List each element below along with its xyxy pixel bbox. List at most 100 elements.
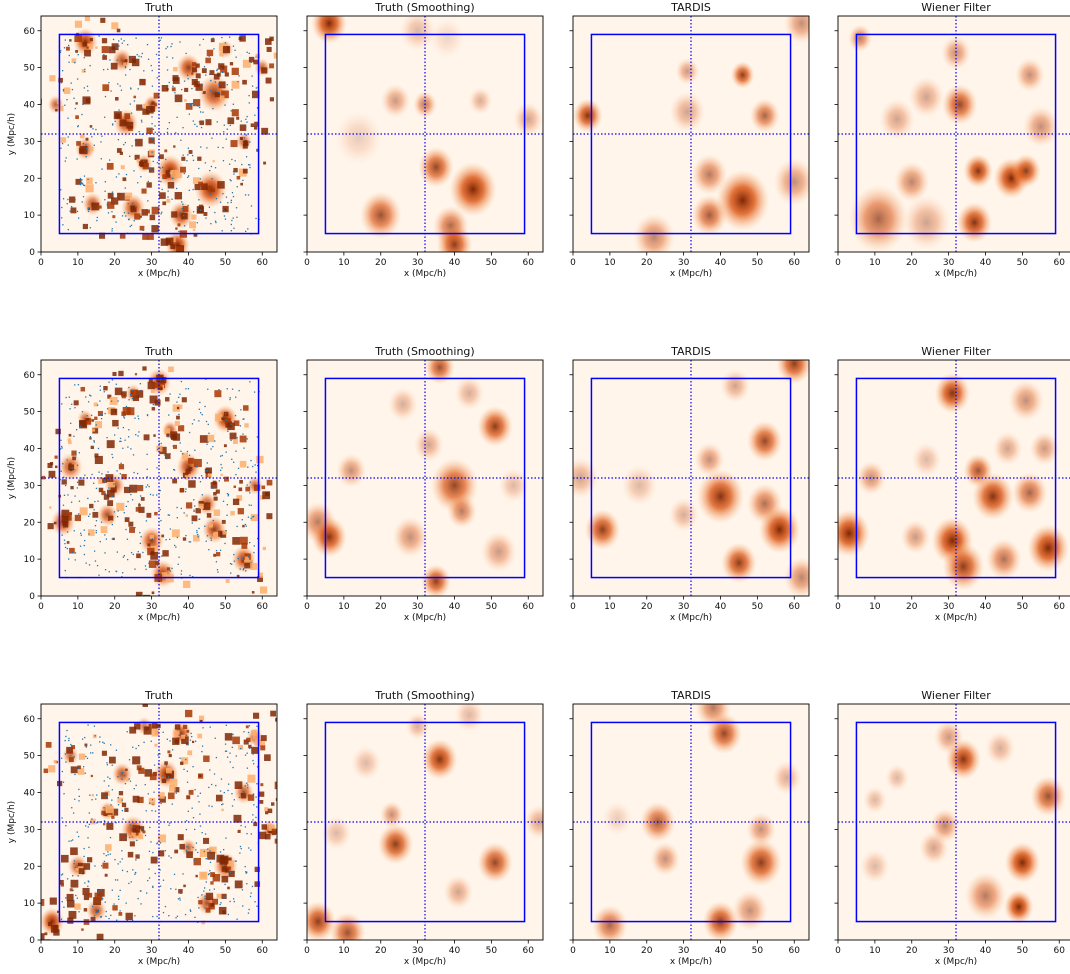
galaxy-point	[88, 211, 89, 212]
galaxy-point	[249, 141, 250, 142]
galaxy-point	[220, 851, 221, 852]
galaxy-point	[242, 519, 243, 520]
galaxy-point	[141, 121, 142, 122]
galaxy-point	[142, 552, 143, 553]
galaxy-point	[135, 434, 136, 435]
galaxy-point	[219, 904, 220, 905]
galaxy-point	[126, 903, 127, 904]
galaxy-point	[72, 467, 73, 468]
density-cell	[86, 47, 88, 49]
density-cell	[242, 80, 247, 85]
galaxy-point	[150, 129, 151, 130]
galaxy-point	[78, 875, 79, 876]
galaxy-point	[108, 505, 109, 506]
galaxy-point	[112, 379, 113, 380]
density-cell	[94, 403, 98, 407]
x-axis-label: x (Mpc/h)	[670, 957, 712, 967]
galaxy-point	[160, 181, 161, 182]
galaxy-point	[204, 887, 205, 888]
galaxy-point	[172, 57, 173, 58]
density-cell	[221, 417, 224, 420]
galaxy-point	[235, 415, 236, 416]
galaxy-point	[173, 445, 174, 446]
galaxy-point	[91, 474, 92, 475]
galaxy-point	[161, 775, 162, 776]
galaxy-point	[120, 890, 121, 891]
y-tick-label: 60	[24, 715, 36, 725]
galaxy-point	[179, 41, 180, 42]
density-cell	[209, 524, 213, 528]
galaxy-point	[220, 464, 221, 465]
density-cell	[94, 417, 97, 420]
galaxy-point	[160, 509, 161, 510]
galaxy-point	[215, 738, 216, 739]
galaxy-point	[179, 899, 180, 900]
galaxy-point	[178, 557, 179, 558]
galaxy-point	[222, 193, 223, 194]
density-cell	[125, 769, 127, 771]
galaxy-point	[107, 471, 108, 472]
galaxy-point	[229, 119, 230, 120]
galaxy-point	[145, 569, 146, 570]
galaxy-point	[183, 769, 184, 770]
galaxy-point	[83, 143, 84, 144]
galaxy-point	[117, 879, 118, 880]
galaxy-point	[80, 533, 81, 534]
galaxy-point	[74, 756, 75, 757]
galaxy-point	[135, 206, 136, 207]
galaxy-point	[194, 419, 195, 420]
galaxy-point	[185, 491, 186, 492]
galaxy-point	[229, 399, 230, 400]
galaxy-point	[246, 872, 247, 873]
galaxy-point	[112, 890, 113, 891]
galaxy-point	[170, 528, 171, 529]
x-tick-label: 50	[220, 602, 232, 612]
galaxy-point	[217, 69, 218, 70]
galaxy-point	[185, 914, 186, 915]
galaxy-point	[61, 874, 62, 875]
density-blob	[946, 739, 981, 780]
galaxy-point	[107, 69, 108, 70]
galaxy-point	[85, 756, 86, 757]
density-blob	[732, 890, 767, 931]
galaxy-point	[73, 900, 74, 901]
galaxy-point	[209, 55, 210, 56]
galaxy-point	[96, 530, 97, 531]
galaxy-point	[88, 401, 89, 402]
galaxy-point	[124, 512, 125, 513]
galaxy-point	[90, 395, 91, 396]
density-cell	[242, 525, 244, 527]
galaxy-point	[251, 505, 252, 506]
density-cell	[115, 113, 120, 118]
galaxy-point	[222, 535, 223, 536]
density-cell	[104, 494, 109, 499]
galaxy-point	[184, 80, 185, 81]
galaxy-point	[109, 571, 110, 572]
density-cell	[86, 184, 94, 192]
galaxy-point	[80, 178, 81, 179]
panel-title: Truth	[144, 1, 173, 14]
density-cell	[126, 778, 129, 781]
galaxy-point	[248, 847, 249, 848]
galaxy-point	[187, 451, 188, 452]
galaxy-point	[71, 404, 72, 405]
galaxy-point	[231, 159, 232, 160]
density-blob	[848, 25, 872, 52]
density-cell	[194, 858, 201, 865]
density-cell	[111, 409, 118, 416]
density-blob	[721, 369, 751, 403]
density-cell	[150, 215, 156, 221]
density-cell	[192, 62, 196, 66]
density-cell	[82, 42, 86, 46]
density-cell	[70, 847, 78, 855]
galaxy-point	[192, 808, 193, 809]
density-cell	[62, 516, 69, 523]
galaxy-point	[118, 139, 119, 140]
galaxy-point	[88, 847, 89, 848]
galaxy-point	[101, 158, 102, 159]
galaxy-point	[197, 852, 198, 853]
galaxy-point	[129, 69, 130, 70]
density-cell	[266, 513, 272, 519]
density-cell	[192, 67, 197, 72]
